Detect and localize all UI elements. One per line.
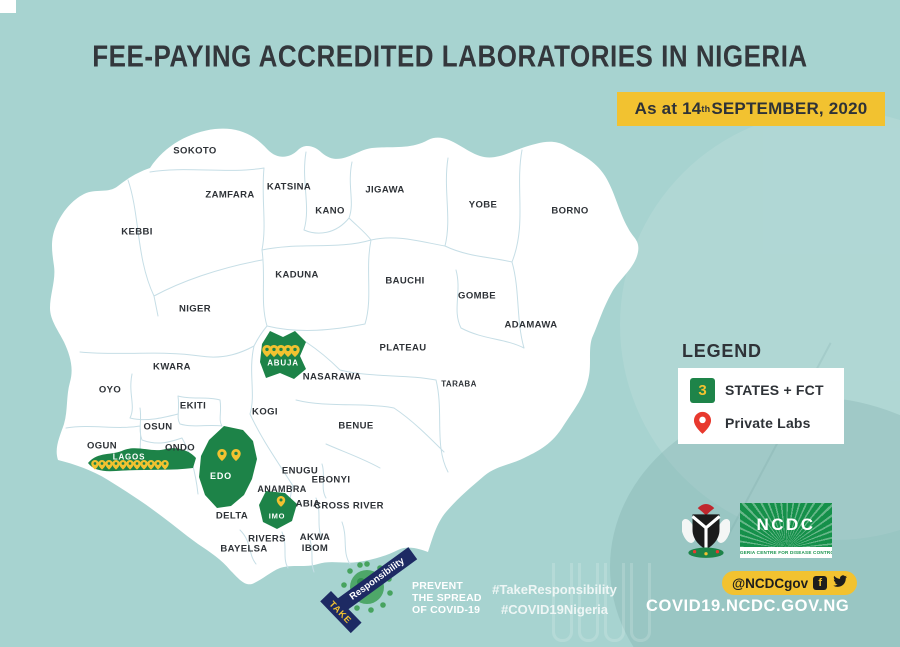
lab-pin-abuja [269,345,279,357]
lab-pin-lagos [91,460,99,470]
nigeria-map [50,128,639,585]
twitter-icon [832,574,848,592]
lab-pin-lagos [119,460,127,470]
date-badge-prefix: As at 14 [634,99,702,118]
lab-pin-edo [217,449,227,461]
lab-pin-imo [276,496,286,507]
private-labs-pin-icon [690,411,715,435]
state-shape-imo [259,491,297,529]
ncdc-logo: NCDC NIGERIA CENTRE FOR DISEASE CONTROL [740,503,832,558]
legend-box: 3 STATES + FCT Private Labs [678,368,844,444]
twitter-handle: @NCDCgov [732,575,809,591]
test-tube-watermark [552,563,573,642]
map-artifact-square [329,548,342,562]
state-borders [65,149,525,573]
lab-pin-lagos [98,460,106,470]
page-title: FEE-PAYING ACCREDITED LABORATORIES IN NI… [92,38,808,74]
prevent-line-1: PREVENT [412,580,463,592]
website-url: COVID19.NCDC.GOV.NG [646,597,850,615]
lab-pin-lagos [133,460,141,470]
ncdc-logo-mark: NCDC [740,503,832,547]
ncdc-tagline: NIGERIA CENTRE FOR DISEASE CONTROL [740,547,832,558]
hashtags: #TakeResponsibility #COVID19Nigeria [472,580,637,619]
test-tube-watermark [578,563,599,642]
lab-pin-lagos [154,460,162,470]
state-shape-edo [199,426,257,508]
date-ordinal: th [701,104,711,114]
prevent-line-2: THE SPREAD [412,591,482,604]
test-tube-watermark [630,563,651,642]
states-count-chip: 3 [690,377,715,403]
lab-pin-lagos [105,460,113,470]
legend-row-states: 3 STATES + FCT [690,377,832,403]
facebook-icon: f [813,576,828,590]
hashtag-take-responsibility: #TakeResponsibility [492,582,617,597]
states-legend-label: STATES + FCT [725,382,824,398]
prevent-line-3: OF COVID-19 [412,603,481,616]
nigeria-coat-of-arms [682,504,730,558]
social-badge: @NCDCgov f [722,571,858,595]
lab-pin-lagos [126,460,134,470]
legend-row-labs: Private Labs [690,411,832,435]
nigeria-country-shape [50,128,639,585]
lab-pin-abuja [276,345,286,357]
corner-artifact [0,0,16,13]
lab-pin-abuja [262,345,272,357]
lab-pin-lagos [147,460,155,470]
test-tube-watermark [604,563,625,642]
lab-pin-abuja [290,345,300,357]
prevent-spread-text: PREVENT THE SPREAD OF COVID-19 [412,580,482,616]
hashtag-covid19-nigeria: #COVID19Nigeria [501,601,608,617]
private-lab-pins-layer [91,345,300,507]
ncdc-acronym: NCDC [756,515,816,534]
legend-heading: LEGEND [682,341,762,361]
lab-pin-lagos [140,460,148,470]
labs-legend-label: Private Labs [725,414,811,431]
lab-pin-lagos [161,460,169,470]
lab-pin-lagos [112,460,120,470]
lab-pin-abuja [283,345,293,357]
lab-pin-edo [231,449,241,461]
date-badge-suffix: SEPTEMBER, 2020 [711,99,868,118]
